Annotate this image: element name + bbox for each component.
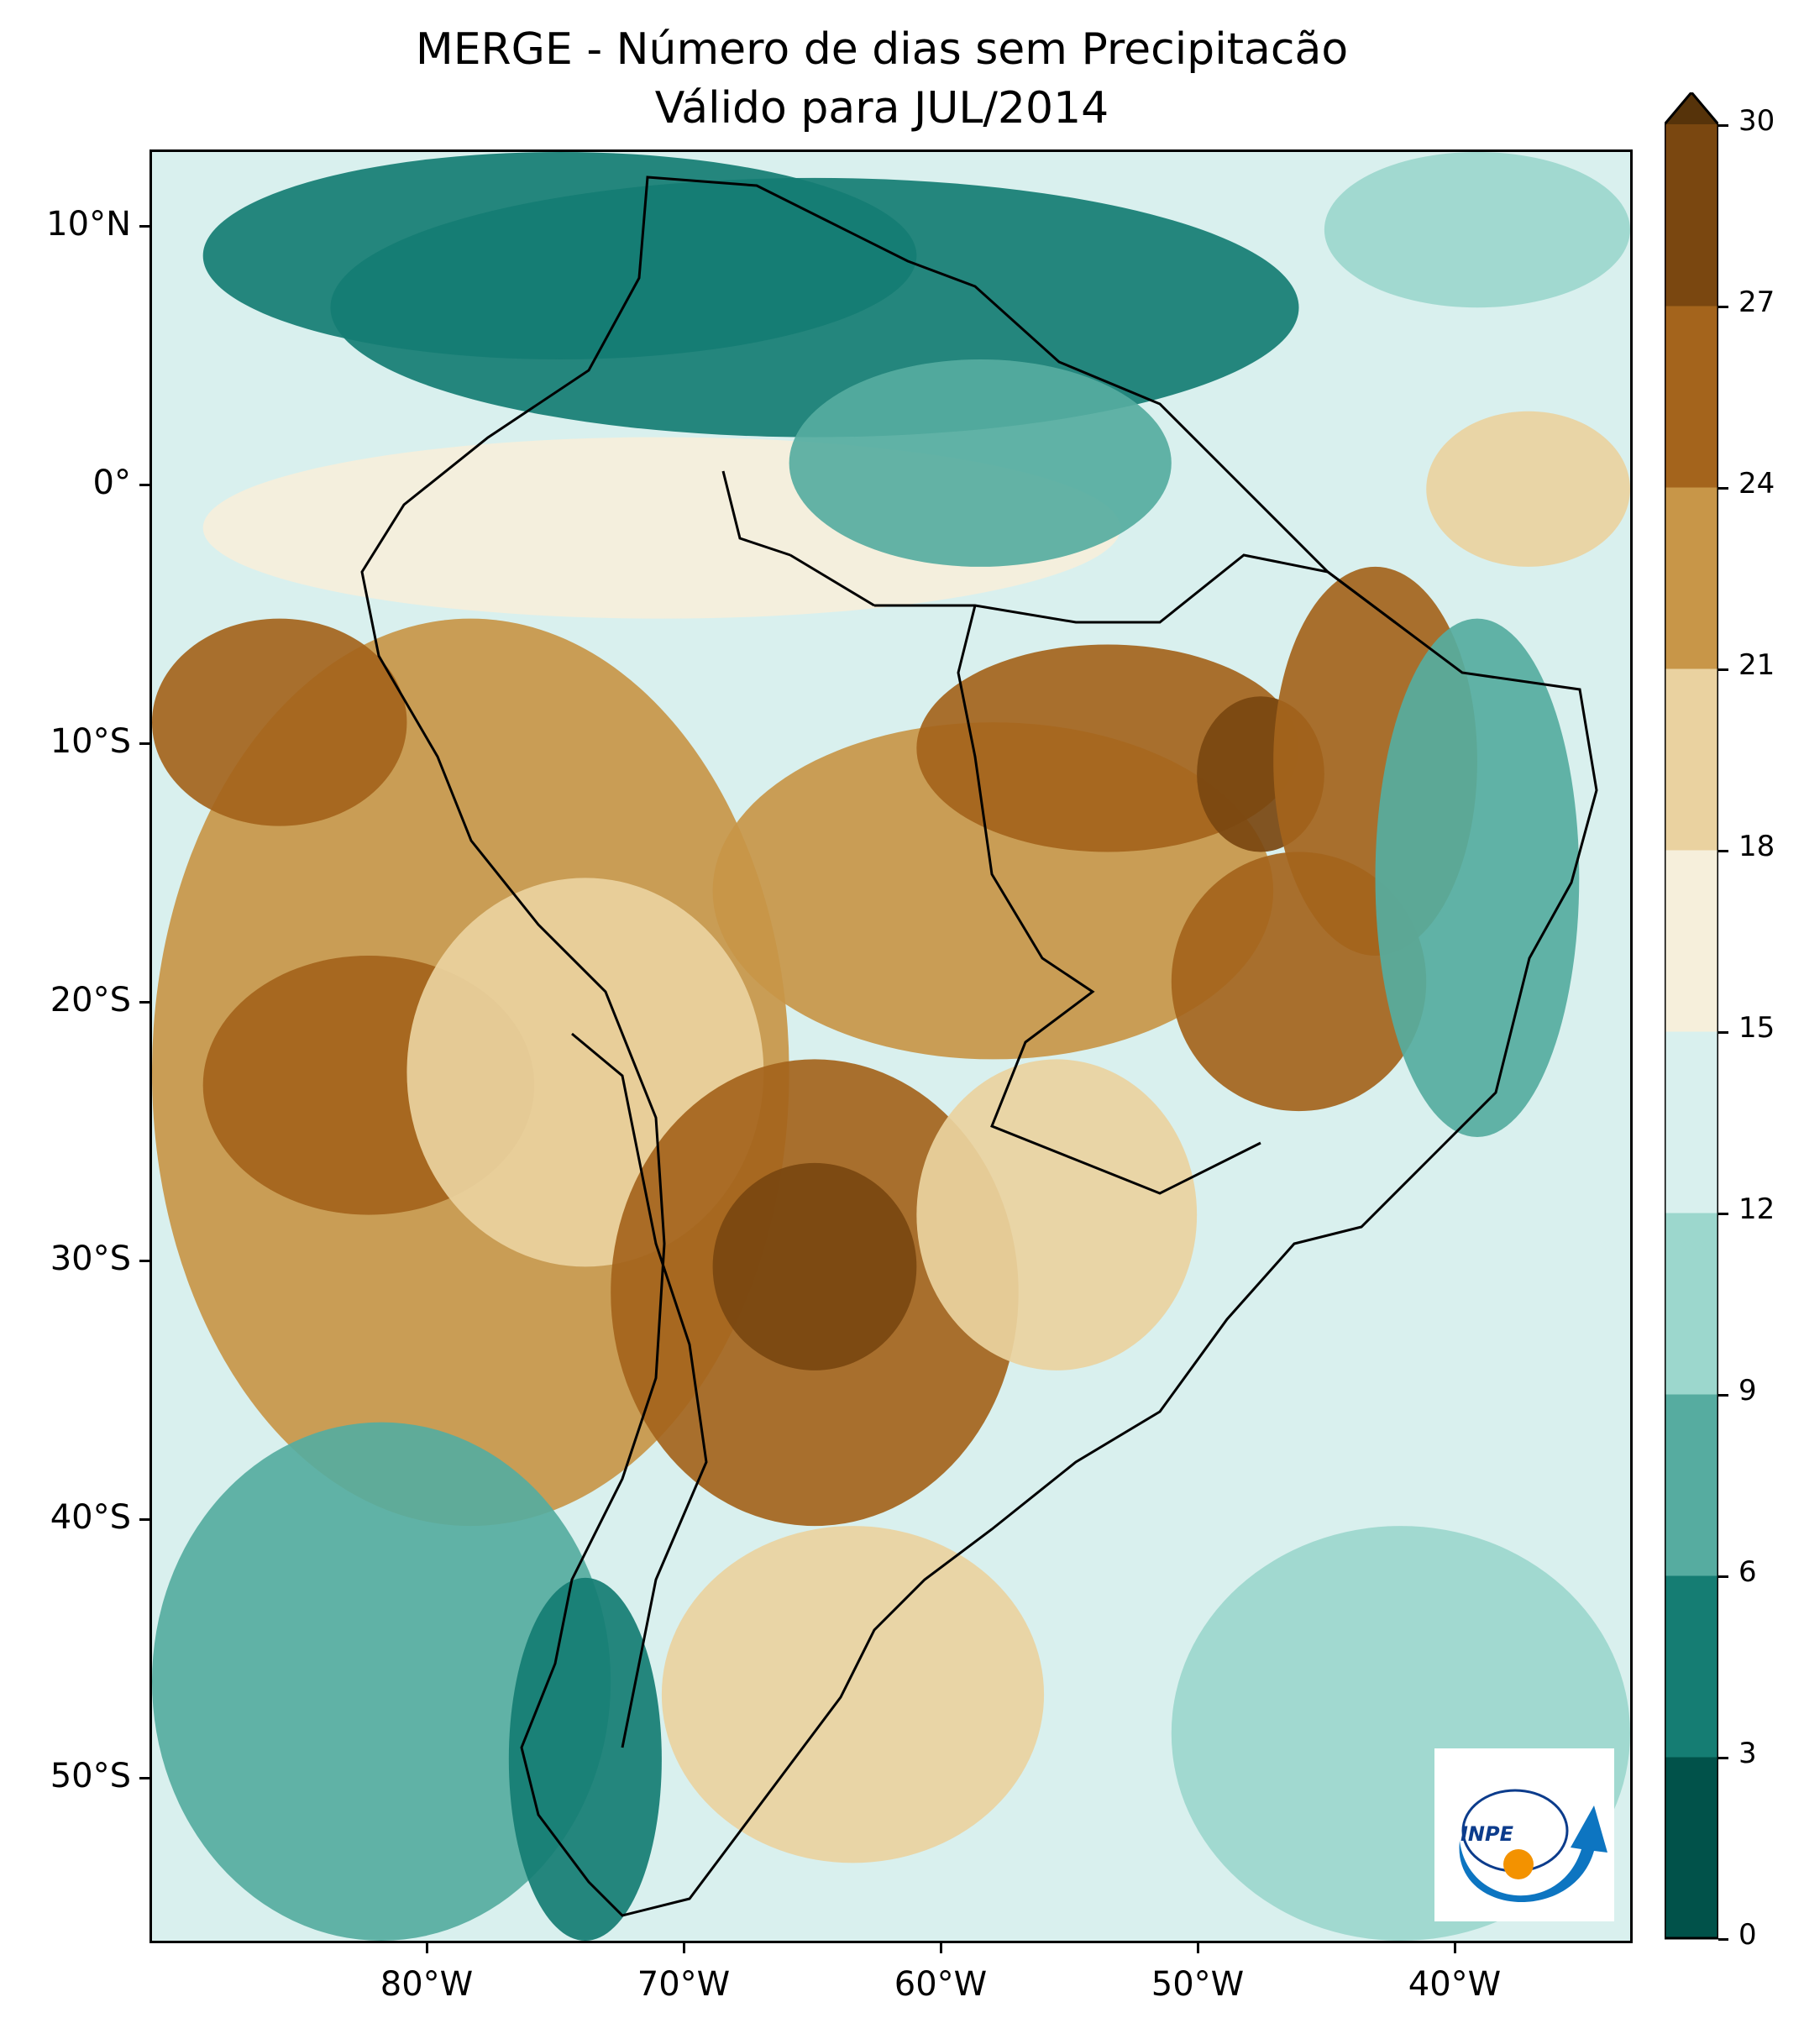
ytick-label: 30°S xyxy=(50,1240,131,1278)
precip-region xyxy=(202,152,917,359)
precip-region xyxy=(789,359,1172,567)
colorbar-bin xyxy=(1665,1031,1718,1213)
ytick-mark xyxy=(139,484,149,486)
colorbar-label: 9 xyxy=(1738,1374,1757,1407)
ytick-label: 10°S xyxy=(50,722,131,761)
colorbar-label: 3 xyxy=(1738,1737,1757,1770)
xtick-mark xyxy=(683,1943,685,1953)
colorbar-bin xyxy=(1665,1575,1718,1758)
xtick-mark xyxy=(940,1943,942,1953)
colorbar-label: 24 xyxy=(1738,467,1775,501)
colorbar-tick xyxy=(1718,1938,1728,1941)
colorbar-bin xyxy=(1665,487,1718,669)
inpe-logo xyxy=(1434,1748,1614,1921)
colorbar-tick xyxy=(1718,1394,1728,1397)
precip-region xyxy=(1375,618,1580,1138)
xtick-mark xyxy=(1454,1943,1456,1953)
colorbar-bin xyxy=(1665,850,1718,1032)
precip-region xyxy=(1171,852,1427,1112)
colorbar-tick xyxy=(1718,1213,1728,1215)
colorbar-bin xyxy=(1665,1213,1718,1395)
colorbar-outline xyxy=(1665,92,1718,1940)
ytick-label: 50°S xyxy=(50,1757,131,1795)
colorbar-tick xyxy=(1718,306,1728,308)
colorbar-label: 6 xyxy=(1738,1555,1757,1589)
ytick-label: 0° xyxy=(92,464,131,502)
xtick-mark xyxy=(1197,1943,1199,1953)
precip-region xyxy=(661,1526,1045,1863)
colorbar-label: 27 xyxy=(1738,286,1775,319)
colorbar-tick xyxy=(1718,668,1728,671)
ytick-label: 10°N xyxy=(46,205,131,244)
colorbar-bin xyxy=(1665,124,1718,307)
colorbar-bin xyxy=(1665,306,1718,488)
colorbar-tick xyxy=(1718,850,1728,852)
map-area[interactable] xyxy=(149,149,1633,1943)
precipitation-map xyxy=(152,152,1630,1941)
colorbar-bin xyxy=(1665,1757,1718,1939)
colorbar-tick xyxy=(1718,1031,1728,1034)
ytick-mark xyxy=(139,1001,149,1004)
chart-title: MERGE - Número de dias sem Precipitacão xyxy=(415,24,1349,75)
precipitation-regions xyxy=(152,152,1630,1941)
ytick-mark xyxy=(139,742,149,745)
precip-region xyxy=(152,618,407,826)
xtick-label: 50°W xyxy=(1151,1965,1245,2004)
inpe-logo-icon xyxy=(1459,1789,1607,1903)
ytick-mark xyxy=(139,1260,149,1262)
colorbar-label: 0 xyxy=(1738,1918,1757,1952)
colorbar-tick xyxy=(1718,124,1728,127)
ytick-mark xyxy=(139,225,149,228)
colorbar-label: 15 xyxy=(1738,1011,1775,1045)
xtick-label: 80°W xyxy=(380,1965,474,2004)
xtick-label: 40°W xyxy=(1408,1965,1502,2004)
colorbar-extend-arrow xyxy=(1665,92,1718,124)
precip-region xyxy=(1426,411,1630,567)
precip-region xyxy=(712,1162,917,1371)
colorbar-label: 18 xyxy=(1738,830,1775,863)
colorbar-bin xyxy=(1665,1394,1718,1576)
colorbar-bin xyxy=(1665,668,1718,851)
andes-border xyxy=(571,1032,708,1748)
xtick-label: 70°W xyxy=(637,1965,731,2004)
precip-region xyxy=(916,1059,1198,1371)
colorbar-tick xyxy=(1718,1575,1728,1578)
colorbar-label: 21 xyxy=(1738,648,1775,682)
ytick-mark xyxy=(139,1518,149,1521)
ytick-mark xyxy=(139,1777,149,1779)
colorbar xyxy=(1665,92,1718,1940)
colorbar-label: 30 xyxy=(1738,104,1775,138)
precip-region xyxy=(508,1577,662,1941)
colorbar-label: 12 xyxy=(1738,1192,1775,1226)
brazil-border xyxy=(721,470,1396,1195)
ytick-label: 20°S xyxy=(50,981,131,1019)
xtick-mark xyxy=(426,1943,428,1953)
chart-subtitle: Válido para JUL/2014 xyxy=(654,83,1109,134)
precip-region xyxy=(1324,152,1630,308)
ytick-label: 40°S xyxy=(50,1498,131,1537)
coastline xyxy=(360,176,1598,1917)
inpe-logo-text: INPE xyxy=(1461,1822,1513,1846)
xtick-label: 60°W xyxy=(894,1965,988,2004)
colorbar-bins xyxy=(1665,92,1718,1940)
precip-region xyxy=(152,1422,611,1941)
colorbar-tick xyxy=(1718,487,1728,490)
colorbar-tick xyxy=(1718,1757,1728,1759)
